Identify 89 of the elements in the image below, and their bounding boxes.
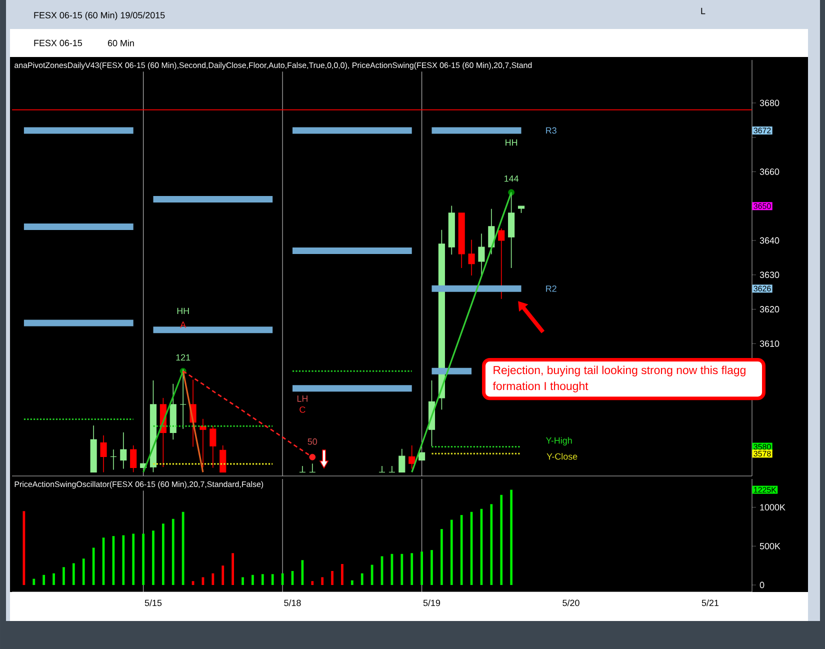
bar bbox=[162, 524, 164, 585]
candlestick bbox=[100, 435, 107, 473]
bar bbox=[410, 553, 414, 585]
y-tick-label: 1000K bbox=[760, 504, 786, 510]
bar bbox=[510, 490, 513, 585]
candlestick bbox=[309, 463, 316, 473]
annotation: HH bbox=[506, 139, 518, 146]
bar bbox=[420, 552, 423, 585]
point bbox=[309, 454, 316, 460]
text: L bbox=[701, 8, 706, 14]
bar bbox=[430, 550, 433, 585]
x-tick-label: 5/21 bbox=[702, 600, 719, 606]
annotation: Rejection, buying tail looking strong now this flagg formation I thought bbox=[492, 366, 746, 392]
candlestick bbox=[388, 466, 396, 473]
annotation: A bbox=[180, 322, 186, 328]
text: FESX 06-15 bbox=[34, 40, 82, 46]
bar bbox=[261, 574, 264, 585]
bar bbox=[490, 504, 493, 585]
candlestick bbox=[488, 208, 495, 255]
bar bbox=[152, 530, 154, 585]
text: 60 Min bbox=[108, 40, 134, 46]
annotation: LH bbox=[297, 396, 308, 402]
annotation: R3 bbox=[546, 127, 556, 134]
candlestick bbox=[110, 449, 117, 470]
candlestick bbox=[498, 228, 505, 300]
bar bbox=[252, 574, 254, 585]
bar bbox=[32, 578, 36, 585]
bar bbox=[92, 548, 95, 585]
annotation: 50 bbox=[308, 438, 318, 445]
bar bbox=[72, 563, 75, 585]
bar bbox=[182, 512, 184, 585]
bar bbox=[400, 554, 404, 585]
y-tick-label: 3680 bbox=[760, 100, 780, 106]
x-tick-label: 5/20 bbox=[562, 600, 580, 606]
annotation: C bbox=[300, 406, 306, 413]
bar bbox=[122, 535, 125, 585]
x-tick-label: 5/19 bbox=[423, 600, 440, 606]
candlestick bbox=[200, 418, 206, 468]
candlestick bbox=[378, 466, 386, 473]
candlestick bbox=[468, 239, 475, 276]
bar bbox=[350, 580, 354, 585]
bar bbox=[271, 574, 274, 585]
bar bbox=[450, 520, 453, 585]
candlestick bbox=[299, 466, 306, 473]
annotation: R2 bbox=[546, 285, 556, 292]
candlestick bbox=[120, 432, 127, 470]
bar bbox=[370, 564, 374, 585]
x-tick-label: 5/15 bbox=[144, 600, 162, 606]
bar bbox=[341, 564, 344, 585]
y-tick-label: 500K bbox=[760, 542, 780, 550]
candlestick bbox=[180, 369, 186, 430]
bar bbox=[500, 494, 503, 585]
y-tick-label: 3610 bbox=[760, 340, 780, 347]
x-tick-label: 5/18 bbox=[284, 600, 301, 606]
bar bbox=[62, 567, 65, 585]
y-tick-label: 3660 bbox=[760, 168, 780, 175]
annotation: 144 bbox=[504, 176, 519, 182]
bar bbox=[331, 571, 334, 585]
bar bbox=[360, 573, 364, 585]
bar bbox=[142, 534, 144, 585]
annotation: Y-Close bbox=[546, 453, 578, 460]
bar bbox=[222, 566, 224, 585]
y-tick-label: 0 bbox=[760, 582, 764, 588]
bar bbox=[321, 577, 324, 585]
candlestick bbox=[210, 426, 216, 468]
text: FESX 06-15 (60 Min) 19/05/2015 bbox=[34, 12, 165, 20]
candlestick bbox=[478, 233, 485, 277]
bar bbox=[460, 515, 463, 585]
bar bbox=[232, 553, 234, 585]
candlestick bbox=[130, 444, 137, 473]
y-tick-label: 3620 bbox=[760, 306, 780, 312]
bar bbox=[440, 529, 443, 585]
y-tick-label: 3630 bbox=[760, 272, 780, 278]
bar bbox=[242, 577, 244, 585]
bar bbox=[52, 573, 55, 585]
bar bbox=[212, 573, 214, 585]
bar bbox=[311, 581, 314, 585]
annotation: Y-High bbox=[546, 437, 572, 446]
candlestick bbox=[398, 448, 406, 473]
bar bbox=[172, 518, 174, 585]
annotation: 121 bbox=[176, 354, 190, 361]
annotation: HH bbox=[177, 308, 189, 314]
bar bbox=[301, 560, 304, 585]
candlestick bbox=[408, 444, 416, 470]
bar bbox=[132, 534, 135, 585]
y-tick-label: 3640 bbox=[760, 237, 780, 244]
bar bbox=[42, 574, 46, 585]
candlestick bbox=[220, 444, 226, 473]
bar bbox=[82, 558, 85, 585]
